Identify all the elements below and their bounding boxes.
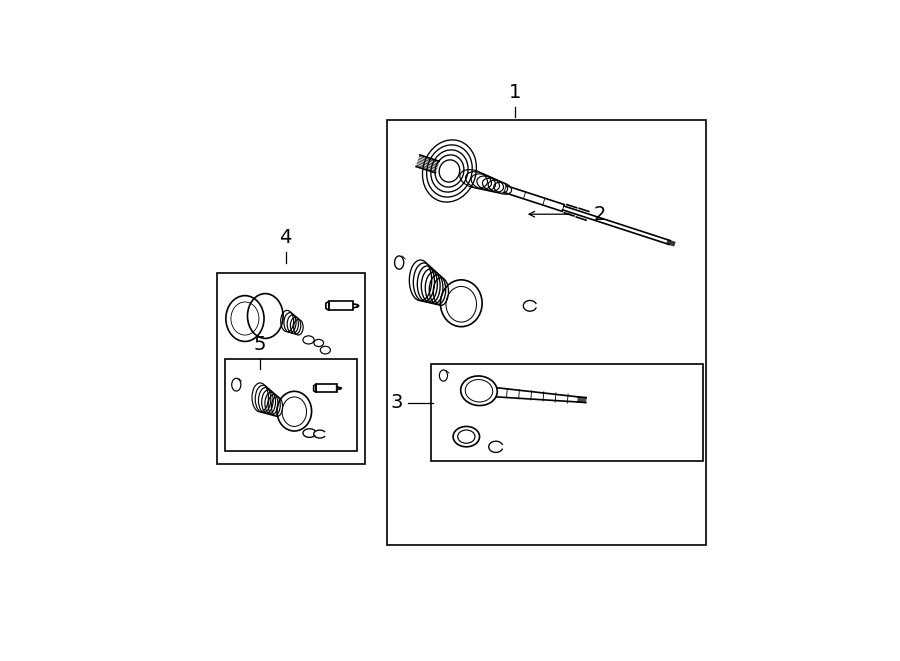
- Text: 5: 5: [254, 335, 266, 354]
- Text: 1: 1: [508, 83, 521, 102]
- Text: 4: 4: [280, 228, 292, 247]
- Text: 3: 3: [391, 393, 402, 412]
- Text: 2: 2: [594, 205, 606, 223]
